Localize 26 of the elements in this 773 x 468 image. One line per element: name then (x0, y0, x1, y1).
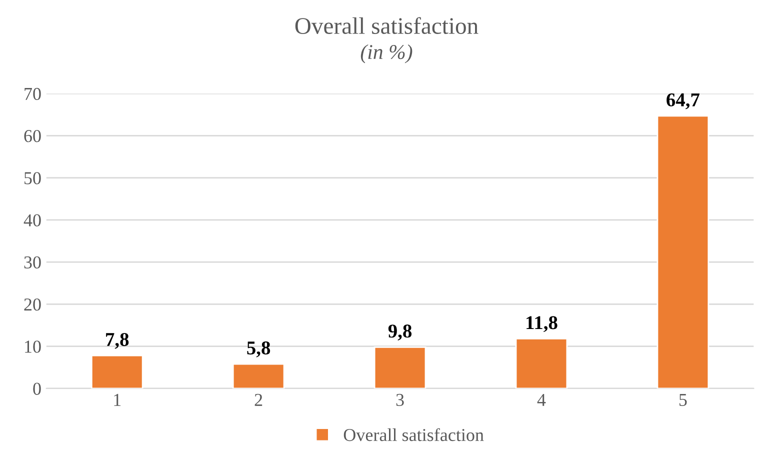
legend-label: Overall satisfaction (344, 428, 484, 442)
x-tick-label: 4 (537, 394, 546, 406)
y-tick-label: 0 (33, 382, 41, 395)
bar (232, 363, 285, 388)
bar (374, 346, 426, 388)
y-tick-label: 20 (24, 298, 41, 311)
chart-title: Overall satisfaction (295, 17, 478, 34)
y-tick-label: 10 (25, 340, 41, 353)
x-tick-label: 3 (396, 394, 404, 406)
data-label: 64,7 (666, 93, 700, 110)
bar (515, 338, 568, 388)
bar (90, 354, 144, 388)
y-tick-label: 60 (24, 130, 41, 142)
data-label: 5,8 (247, 341, 270, 358)
data-label: 11,8 (526, 316, 558, 332)
x-tick-label: 1 (114, 394, 121, 406)
data-label: 9,8 (388, 324, 412, 340)
y-tick-label: 40 (24, 214, 41, 226)
chart-subtitle: (in %) (360, 44, 412, 64)
bar (656, 115, 710, 388)
y-tick-label: 50 (24, 172, 41, 184)
x-tick-label: 2 (254, 394, 262, 406)
x-tick-label: 5 (679, 394, 687, 406)
y-tick-label: 70 (24, 88, 41, 100)
y-tick-label: 30 (24, 256, 41, 269)
data-label: 7,8 (106, 332, 129, 349)
